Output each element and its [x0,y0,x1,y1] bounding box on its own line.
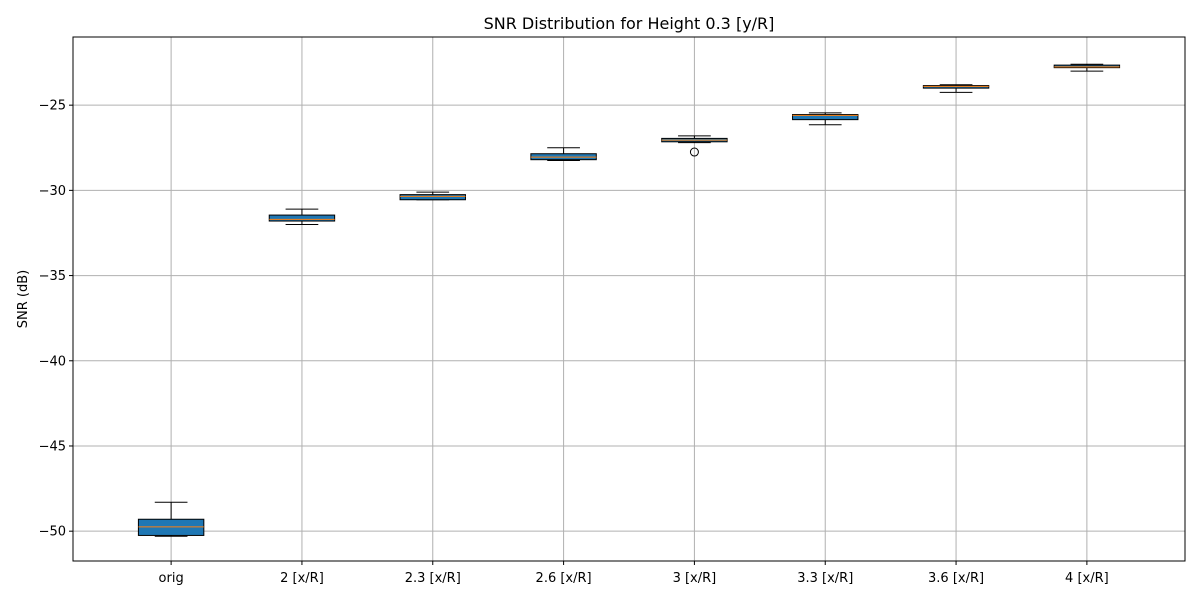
x-tick-label: 2.3 [x/R] [405,571,461,586]
box-item [792,112,859,126]
box-body [268,214,336,222]
box-item [661,135,728,157]
tick-layer: −50 −45 −40 −35 −30 −25 orig 2 [x/R] 2.3 [x/R] 2.… [39,99,1109,586]
x-tick-label: orig [159,571,184,586]
box-item [530,147,597,162]
box-item [268,208,336,225]
box-layer [137,63,1121,537]
box-item [399,191,466,201]
x-tick-label: 2.6 [x/R] [536,571,592,586]
y-tick-label: −50 [39,525,66,540]
x-tick-label: 3.6 [x/R] [928,571,984,586]
box-item [922,84,990,93]
y-tick-label: −25 [39,99,66,114]
outlier-point [689,147,699,157]
box-item [1053,63,1121,72]
y-tick-label: −35 [39,269,66,284]
plot-frame [72,36,1186,562]
y-tick-label: −45 [39,439,66,454]
box-body [399,194,466,201]
x-tick-label: 2 [x/R] [280,571,324,586]
y-tick-label: −30 [39,184,66,199]
box-item [137,501,205,537]
grid-layer [73,37,1185,561]
x-tick-label: 3.3 [x/R] [797,571,853,586]
box-body [792,114,859,121]
y-axis-label: SNR (dB) [16,270,31,328]
x-tick-label: 4 [x/R] [1065,571,1109,586]
x-tick-label: 3 [x/R] [673,571,717,586]
chart-title: SNR Distribution for Height 0.3 [y/R] [484,14,775,33]
y-tick-label: −40 [39,354,66,369]
